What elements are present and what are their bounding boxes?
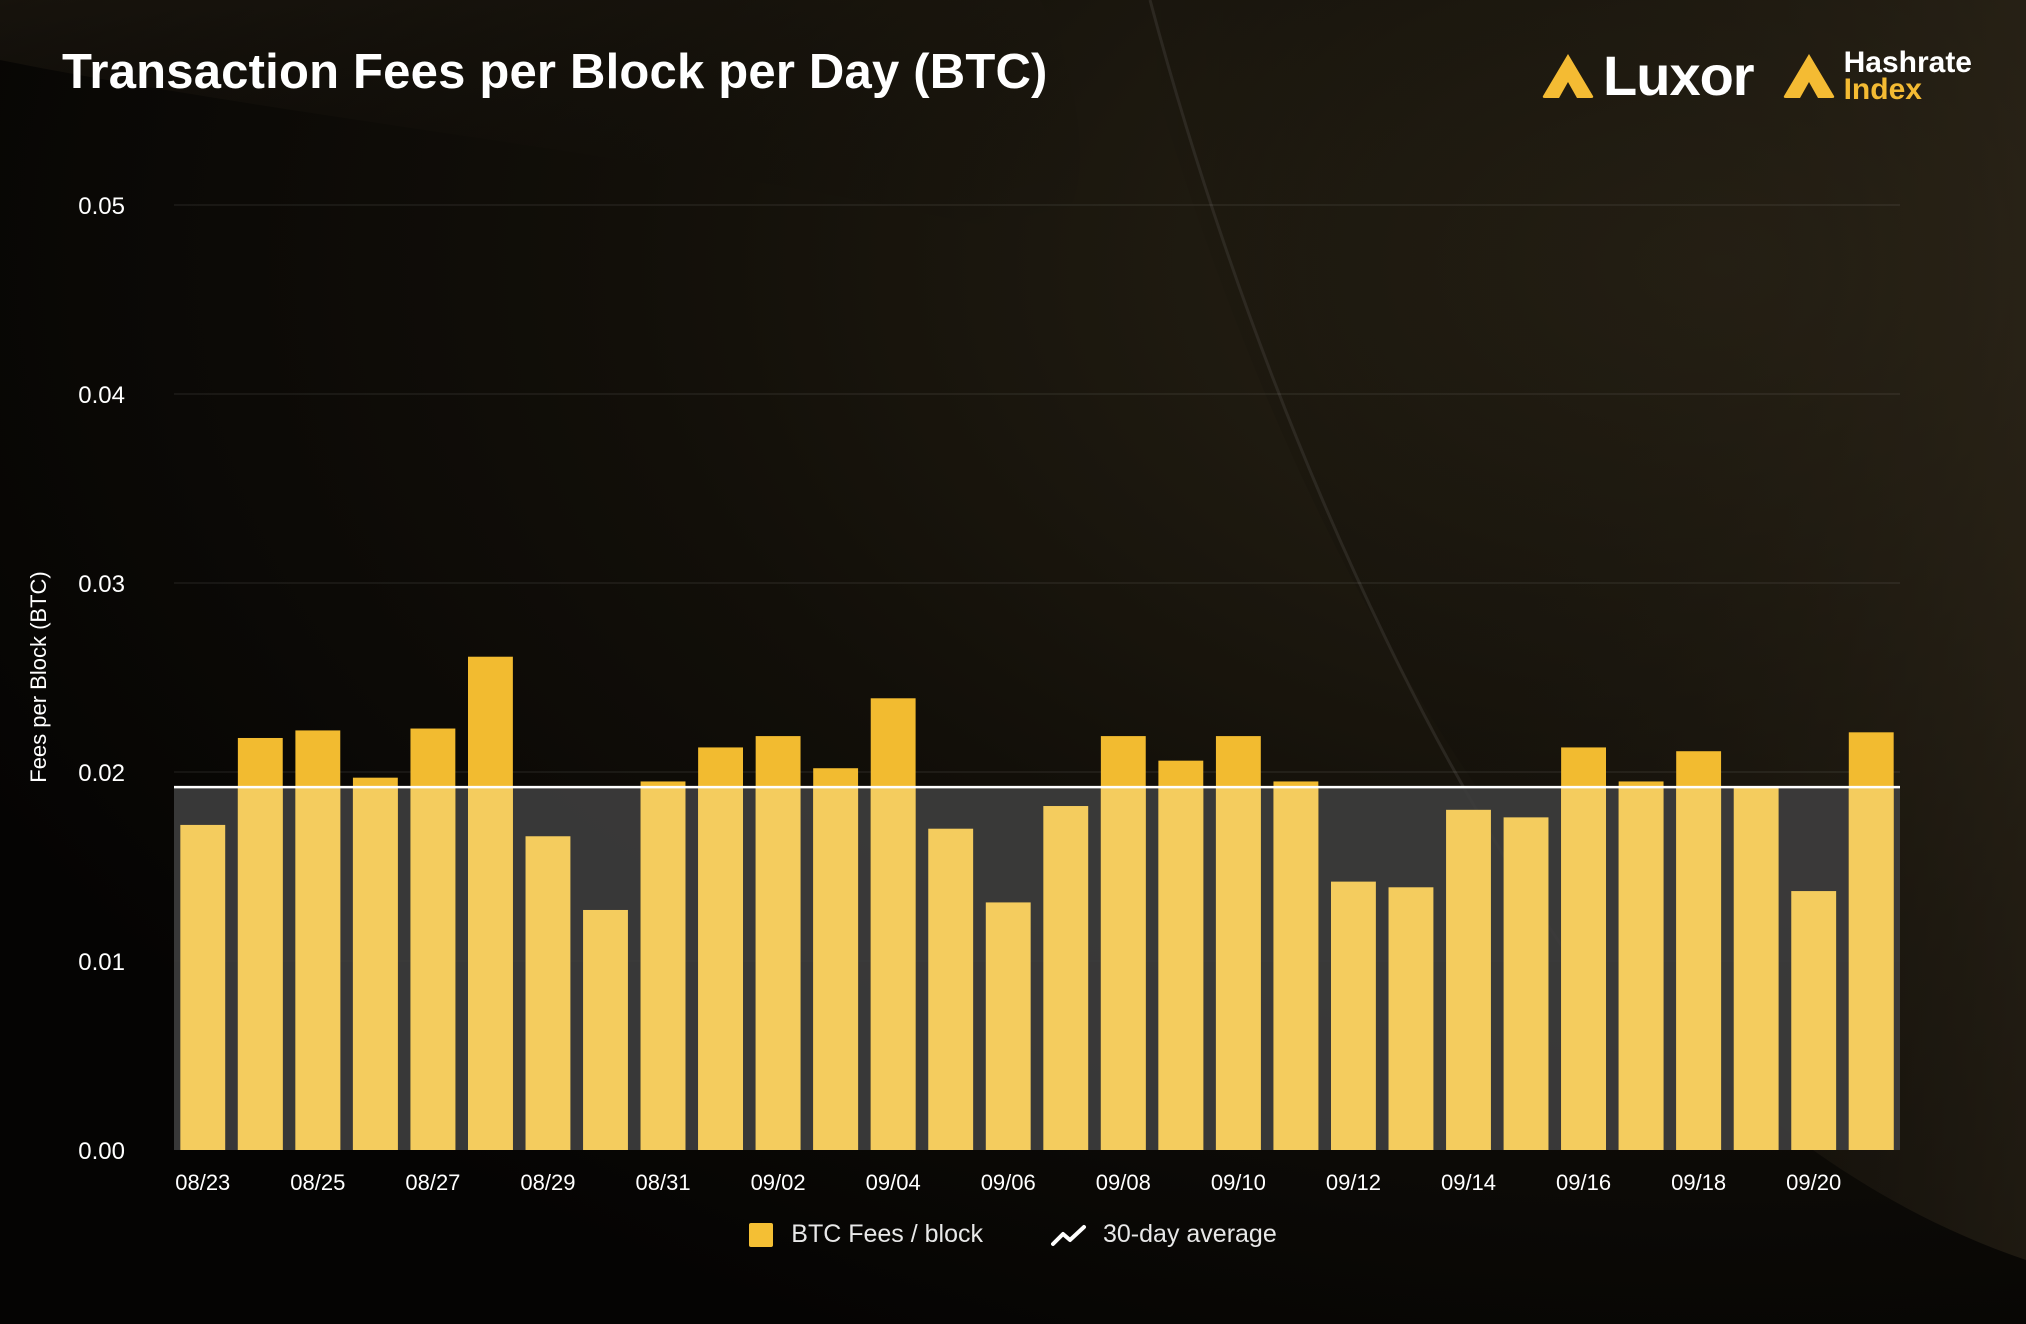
y-tick-label: 0.02 — [78, 760, 125, 787]
y-tick-label: 0.05 — [78, 193, 125, 220]
bar — [583, 909, 628, 1150]
index-wordmark: Index — [1843, 73, 1922, 106]
bar-below-average-segment — [1158, 787, 1204, 1150]
y-tick-label: 0.00 — [78, 1138, 125, 1165]
legend-item-fees[interactable]: BTC Fees / block — [749, 1220, 983, 1249]
x-tick-label: 09/10 — [1211, 1170, 1266, 1195]
hashrate-index-logo: Hashrate Index — [1782, 46, 1972, 106]
legend-swatch-fees — [749, 1222, 774, 1247]
bar-below-average-segment — [870, 787, 916, 1150]
x-tick-label: 09/20 — [1786, 1170, 1841, 1195]
x-tick-label: 08/27 — [405, 1170, 460, 1195]
bar-below-average-segment — [1561, 787, 1607, 1150]
bar-below-average-segment — [640, 787, 686, 1150]
bar-below-average-segment — [467, 787, 513, 1150]
y-axis-label: Fees per Block (BTC) — [26, 571, 51, 783]
luxor-logo: Luxor — [1541, 44, 1755, 107]
bar-below-average-segment — [813, 787, 859, 1150]
trend-line-icon — [1051, 1224, 1086, 1246]
bar-below-average-segment — [755, 787, 801, 1150]
x-tick-label: 09/16 — [1556, 1170, 1611, 1195]
bar — [1388, 887, 1434, 1150]
bar-below-average-segment — [237, 787, 283, 1150]
x-tick-label: 09/06 — [981, 1170, 1036, 1195]
bar-below-average-segment — [1676, 787, 1722, 1150]
bar-below-average-segment — [295, 787, 341, 1150]
legend: BTC Fees / block 30-day average — [0, 1220, 2026, 1249]
bar — [1791, 891, 1837, 1150]
legend-label-average: 30-day average — [1103, 1220, 1277, 1248]
x-tick-label: 09/02 — [751, 1170, 806, 1195]
bar — [1733, 787, 1779, 1150]
y-tick-label: 0.03 — [78, 571, 125, 598]
hashrate-wordmark: Hashrate — [1843, 46, 1972, 79]
x-tick-label: 09/04 — [866, 1170, 921, 1195]
bar-below-average-segment — [352, 787, 398, 1150]
bar — [985, 902, 1031, 1150]
bar — [525, 836, 571, 1150]
y-tick-label: 0.04 — [78, 382, 125, 409]
chart-title: Transaction Fees per Block per Day (BTC) — [62, 45, 1048, 99]
x-tick-label: 09/14 — [1441, 1170, 1496, 1195]
bar-below-average-segment — [1848, 787, 1894, 1150]
bar-below-average-segment — [410, 787, 456, 1150]
x-tick-label: 09/18 — [1671, 1170, 1726, 1195]
bar-below-average-segment — [698, 787, 744, 1150]
bar-below-average-segment — [1618, 787, 1664, 1150]
bar — [180, 824, 226, 1150]
bar — [928, 828, 974, 1150]
x-tick-label: 08/23 — [175, 1170, 230, 1195]
bar-below-average-segment — [1215, 787, 1261, 1150]
average-area — [174, 787, 1900, 1150]
x-tick-label: 09/08 — [1096, 1170, 1151, 1195]
hashrate-index-triangle-icon — [1783, 54, 1834, 98]
legend-item-average[interactable]: 30-day average — [1051, 1220, 1277, 1249]
y-tick-label: 0.01 — [78, 949, 125, 976]
bar-below-average-segment — [1100, 787, 1146, 1150]
x-tick-label: 08/31 — [636, 1170, 691, 1195]
bar — [1043, 806, 1089, 1150]
x-tick-label: 09/12 — [1326, 1170, 1381, 1195]
bar-below-average-segment — [1273, 787, 1319, 1150]
legend-label-fees: BTC Fees / block — [791, 1220, 983, 1248]
bar — [1446, 809, 1491, 1150]
bar — [1330, 881, 1376, 1150]
luxor-wordmark: Luxor — [1603, 44, 1755, 107]
brand-logos: Luxor Hashrate Index — [1541, 46, 1972, 106]
x-tick-label: 08/29 — [520, 1170, 575, 1195]
bar — [1503, 817, 1549, 1150]
luxor-triangle-icon — [1542, 54, 1594, 98]
x-tick-label: 08/25 — [290, 1170, 345, 1195]
